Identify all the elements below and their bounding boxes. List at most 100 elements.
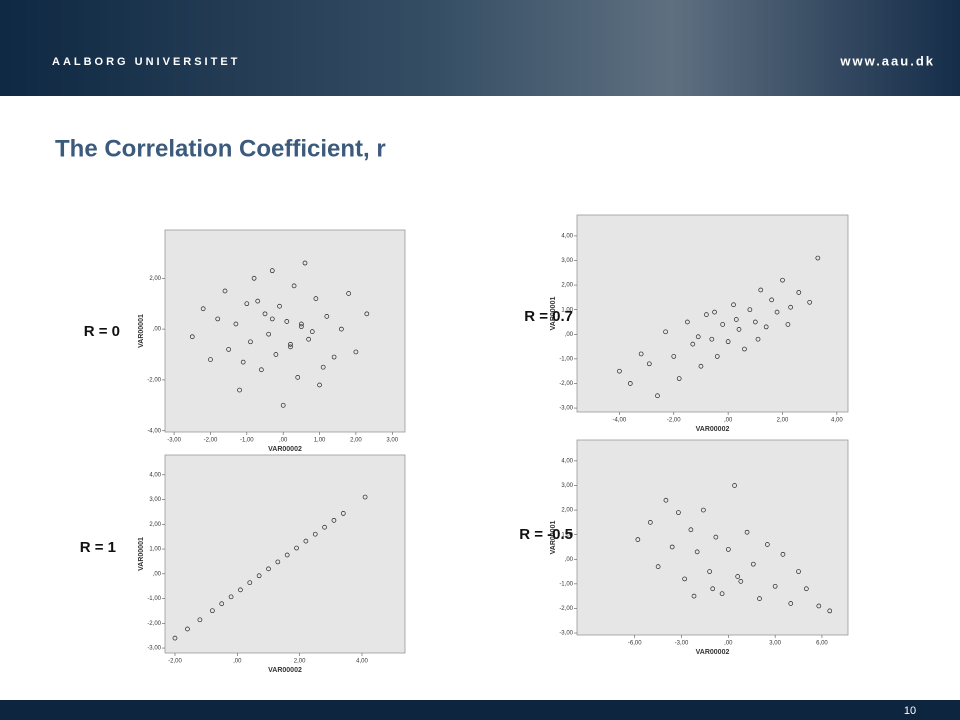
y-tick-label: 2,00 xyxy=(149,522,161,528)
brand: AALBORG UNIVERSITET xyxy=(52,56,240,68)
x-tick-label: 6,00 xyxy=(816,641,828,647)
point xyxy=(725,339,731,345)
point xyxy=(816,603,822,609)
point xyxy=(320,364,326,370)
point xyxy=(273,352,279,357)
y-tick-label: ,00 xyxy=(565,332,574,338)
correlation-label: R = -0.5 xyxy=(519,526,573,543)
x-tick-label: 2,00 xyxy=(294,659,306,665)
y-tick-label: ,00 xyxy=(153,327,162,333)
point xyxy=(698,363,704,369)
point xyxy=(638,351,644,357)
x-tick-label: -2,00 xyxy=(667,418,681,424)
point xyxy=(695,334,701,340)
point xyxy=(339,326,344,332)
point xyxy=(299,324,304,329)
y-tick-label: -2,00 xyxy=(147,377,161,383)
point xyxy=(709,336,715,342)
point xyxy=(280,402,286,408)
point xyxy=(647,520,653,525)
point xyxy=(251,275,257,281)
point xyxy=(291,283,297,289)
plot-area xyxy=(576,214,849,413)
header-band xyxy=(0,0,960,96)
x-tick-label: 2,00 xyxy=(350,438,362,444)
point xyxy=(302,260,308,266)
point xyxy=(774,309,780,315)
point xyxy=(324,314,330,319)
point xyxy=(635,537,641,542)
x-tick-label: -1,00 xyxy=(240,438,254,444)
point xyxy=(694,549,700,555)
y-tick-label: 4,00 xyxy=(561,458,573,464)
point xyxy=(712,309,717,315)
y-tick-label: -2,00 xyxy=(559,381,573,387)
y-tick-label: -1,00 xyxy=(147,596,161,602)
y-axis-label: VAR00001 xyxy=(138,537,145,571)
point xyxy=(294,545,299,551)
footer-band xyxy=(0,700,960,720)
point xyxy=(815,255,821,261)
point xyxy=(803,586,809,592)
y-tick-label: 2,00 xyxy=(561,283,573,289)
y-tick-label: 1,00 xyxy=(561,307,573,313)
point xyxy=(669,544,675,550)
point xyxy=(707,569,712,574)
point xyxy=(738,579,744,584)
point xyxy=(269,316,275,322)
point xyxy=(284,319,290,324)
point xyxy=(744,529,750,535)
point xyxy=(663,497,669,503)
point xyxy=(807,299,813,305)
point xyxy=(627,381,633,386)
x-tick-label: -4,00 xyxy=(613,418,627,424)
y-tick-label: -2,00 xyxy=(559,606,573,612)
y-tick-label: -4,00 xyxy=(147,428,161,434)
point xyxy=(256,573,262,579)
point xyxy=(685,319,690,325)
point xyxy=(690,341,696,347)
point xyxy=(189,334,195,340)
point xyxy=(353,349,359,355)
point xyxy=(288,341,293,347)
point xyxy=(237,387,242,393)
x-tick-label: -6,00 xyxy=(628,641,642,647)
point xyxy=(720,322,726,327)
point xyxy=(701,507,706,513)
point xyxy=(663,329,668,335)
point xyxy=(617,368,622,374)
x-tick-label: ,00 xyxy=(233,659,242,665)
point xyxy=(719,591,725,597)
point xyxy=(299,321,304,327)
point xyxy=(331,517,337,523)
x-axis-label: VAR00002 xyxy=(696,649,730,656)
point xyxy=(364,311,370,317)
x-axis-label: VAR00002 xyxy=(268,446,302,453)
point xyxy=(248,339,253,345)
point xyxy=(796,569,801,574)
point xyxy=(233,321,239,327)
x-tick-label: -3,00 xyxy=(167,438,181,444)
point xyxy=(247,580,253,586)
y-tick-label: -3,00 xyxy=(147,646,161,652)
y-axis-label: VAR00001 xyxy=(550,521,557,555)
y-tick-label: 1,00 xyxy=(561,532,573,538)
point xyxy=(322,524,327,530)
point xyxy=(219,601,225,607)
y-tick-label: 4,00 xyxy=(561,233,573,239)
point xyxy=(827,608,833,614)
y-tick-label: -1,00 xyxy=(559,356,573,362)
y-tick-label: ,00 xyxy=(565,557,574,563)
point xyxy=(313,296,319,301)
point xyxy=(312,531,318,537)
x-axis-label: VAR00002 xyxy=(268,667,302,674)
point xyxy=(713,534,719,540)
point xyxy=(655,564,661,569)
point xyxy=(710,586,716,592)
y-tick-label: -2,00 xyxy=(147,621,161,627)
y-axis-label: VAR00001 xyxy=(550,297,557,331)
point xyxy=(758,287,764,293)
point xyxy=(735,574,741,579)
y-tick-label: -3,00 xyxy=(559,631,573,637)
